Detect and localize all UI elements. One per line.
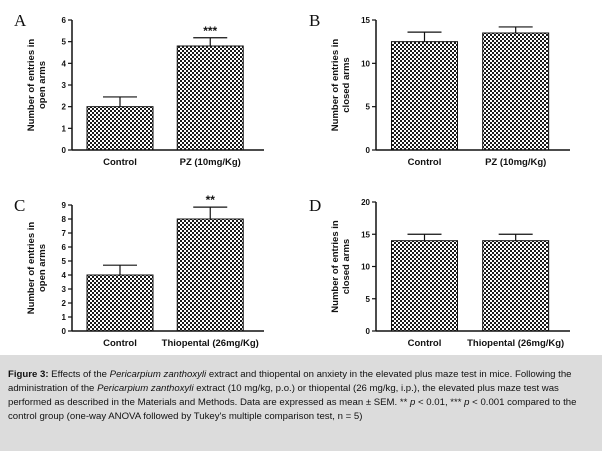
y-tick-label: 0: [62, 146, 67, 155]
chart-panel-d: D 0 5 10 15 20 Control Thiopental (26mg/Kg) Numb…: [309, 196, 570, 349]
bar: [86, 274, 154, 332]
y-tick-label: 1: [62, 313, 67, 322]
y-tick-label: 10: [361, 263, 370, 272]
y-tick-label: 1: [62, 124, 67, 133]
x-tick-label: Control: [103, 338, 137, 349]
bar: [86, 106, 154, 151]
chart-panel-a: A *** 0 1 2 3 4 5 6 Control PZ (10mg/Kg) Number of …: [14, 11, 264, 168]
x-tick-label: Control: [408, 157, 442, 168]
y-tick-label: 0: [366, 146, 371, 155]
y-tick-label: 20: [361, 198, 370, 207]
x-tick-label: Control: [103, 157, 137, 168]
y-tick-label: 3: [62, 285, 67, 294]
significance-marker: ***: [203, 24, 217, 38]
caption-box: Figure 3: Effects of the Pericarpium zan…: [0, 355, 602, 451]
y-tick-label: 4: [62, 59, 67, 68]
caption-species-2: Pericarpium zanthoxyli: [97, 383, 194, 394]
caption-text-4: < 0.01, ***: [415, 397, 465, 408]
panel-label: B: [309, 11, 320, 30]
x-tick-label: Thiopental (26mg/Kg): [162, 338, 259, 349]
y-tick-label: 8: [62, 215, 67, 224]
bar: [482, 240, 550, 332]
x-tick-label: Thiopental (26mg/Kg): [467, 338, 564, 349]
bar: [391, 41, 458, 151]
y-tick-label: 2: [62, 103, 67, 112]
y-tick-label: 5: [366, 103, 371, 112]
y-tick-label: 5: [62, 38, 67, 47]
y-tick-label: 6: [62, 16, 67, 25]
panel-label: A: [14, 11, 27, 30]
caption-text-1: Effects of the: [48, 369, 110, 380]
y-axis-label-line-2: closed arms: [341, 57, 352, 112]
y-tick-label: 3: [62, 81, 67, 90]
x-tick-label: Control: [408, 338, 442, 349]
y-tick-label: 7: [62, 229, 67, 238]
y-axis-label-line-2: open arms: [37, 244, 48, 292]
y-axis-label-line-1: Number of entries in: [330, 39, 341, 132]
chart-panel-c: C ** 0 1 2 3 4 5 6 7 8 9 Control Thiopental (26mg/Kg)…: [14, 193, 264, 349]
caption-species-1: Pericarpium zanthoxyli: [109, 369, 207, 380]
y-tick-label: 2: [62, 299, 67, 308]
y-tick-label: 15: [361, 230, 370, 239]
bar: [176, 45, 244, 151]
caption-p-2: p: [464, 397, 470, 408]
y-axis-label: Number of entries inclosed arms: [330, 220, 352, 313]
caption-text-3: extract (10 mg/kg, p.o.) or thiopental (…: [8, 383, 559, 408]
bar: [176, 218, 244, 332]
significance-marker: **: [206, 193, 216, 207]
y-axis-label: Number of entries inopen arms: [26, 222, 48, 315]
y-tick-label: 10: [361, 59, 370, 68]
y-axis-label-line-1: Number of entries in: [26, 39, 37, 132]
y-axis-label: Number of entries inclosed arms: [330, 39, 352, 132]
y-axis-label-line-1: Number of entries in: [330, 220, 341, 313]
caption-figure-label: Figure 3:: [8, 369, 49, 380]
caption-text-5: < 0.001 compared to the control group (o…: [8, 397, 577, 422]
y-tick-label: 9: [62, 201, 67, 210]
y-tick-label: 5: [62, 257, 67, 266]
figure-caption: Figure 3: Effects of the Pericarpium zan…: [8, 368, 592, 424]
y-tick-label: 15: [361, 16, 370, 25]
panel-label: D: [309, 196, 321, 215]
y-axis-label: Number of entries inopen arms: [26, 39, 48, 132]
bar: [391, 240, 458, 332]
y-axis-label-line-2: closed arms: [341, 239, 352, 294]
y-tick-label: 6: [62, 243, 67, 252]
y-tick-label: 5: [366, 295, 371, 304]
panel-label: C: [14, 196, 25, 215]
y-axis-label-line-1: Number of entries in: [26, 222, 37, 315]
y-tick-label: 4: [62, 271, 67, 280]
caption-text-2: extract and thiopental on anxiety in the…: [8, 369, 572, 394]
y-tick-label: 0: [366, 327, 371, 336]
y-axis-label-line-2: open arms: [37, 61, 48, 109]
bar: [482, 32, 550, 151]
caption-p-1: p: [410, 397, 416, 408]
y-tick-label: 0: [62, 327, 67, 336]
figure-panels: A *** 0 1 2 3 4 5 6 Control PZ (10mg/Kg) Number of …: [14, 11, 570, 349]
x-tick-label: PZ (10mg/Kg): [485, 157, 546, 168]
chart-panel-b: B 0 5 10 15 Control PZ (10mg/Kg) Number of entr…: [309, 11, 570, 168]
x-tick-label: PZ (10mg/Kg): [180, 157, 241, 168]
